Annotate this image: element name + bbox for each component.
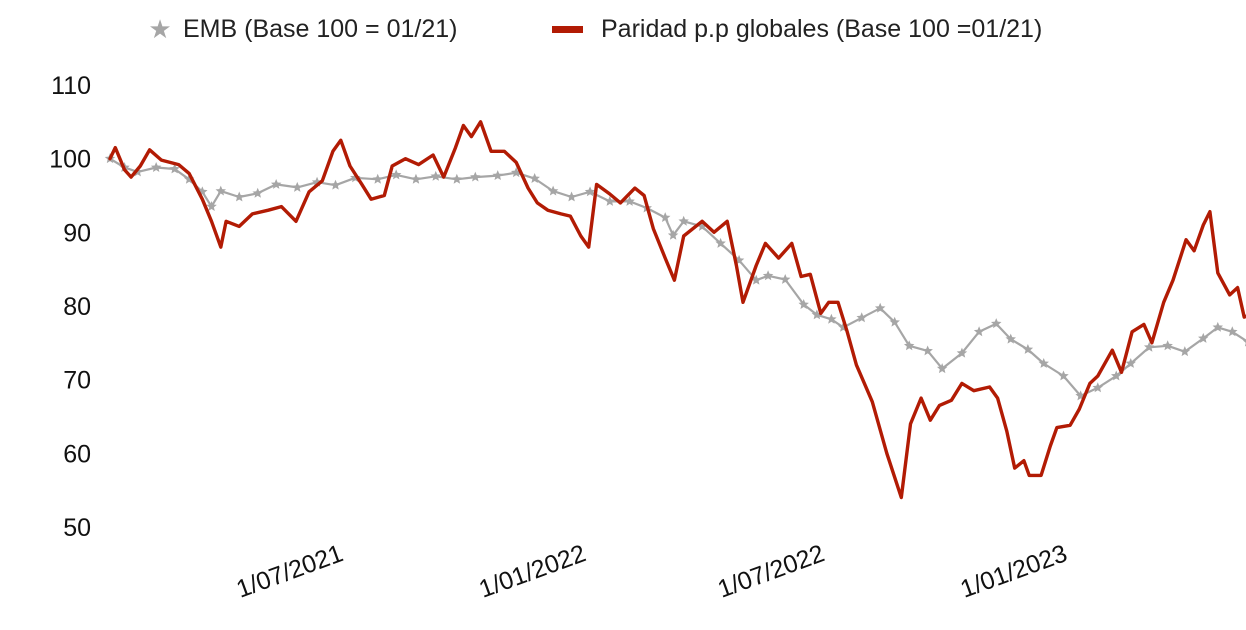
legend-label-emb: EMB (Base 100 = 01/21)	[183, 15, 457, 43]
emb-point-marker	[566, 191, 577, 202]
emb-point-marker	[529, 173, 540, 184]
emb-point-marker	[991, 318, 1002, 329]
emb-point-marker	[1162, 340, 1173, 351]
emb-point-marker	[604, 195, 616, 206]
emb-point-marker	[856, 312, 867, 323]
emb-point-marker	[667, 229, 679, 240]
emb-point-marker	[292, 181, 303, 192]
y-tick-label: 60	[63, 440, 91, 468]
emb-point-marker	[1212, 321, 1224, 332]
emb-point-marker	[826, 313, 837, 324]
emb-point-marker	[252, 187, 263, 198]
y-tick-label: 90	[63, 219, 91, 247]
emb-point-marker	[1005, 333, 1016, 344]
emb-point-marker	[874, 302, 886, 313]
emb-point-marker	[1242, 340, 1246, 347]
emb-point-marker	[206, 201, 217, 211]
emb-point-marker	[1198, 332, 1209, 343]
legend-item-emb: ★ EMB (Base 100 = 01/21)	[148, 14, 457, 44]
x-tick-label: 1/07/2022	[714, 539, 828, 603]
emb-point-marker	[624, 195, 635, 206]
legend-star-icon: ★	[148, 14, 171, 44]
emb-point-marker	[1143, 341, 1155, 352]
emb-point-marker	[330, 179, 341, 190]
emb-line	[108, 157, 1246, 397]
emb-point-marker	[410, 173, 422, 184]
emb-point-marker	[811, 309, 823, 320]
y-tick-label: 70	[63, 367, 91, 395]
emb-point-marker	[956, 347, 968, 358]
y-axis: 110 100 90 80 70 60 50	[49, 72, 91, 542]
plot-area	[104, 120, 1246, 500]
y-tick-label: 100	[49, 146, 91, 174]
series-paridad	[108, 120, 1246, 500]
legend-item-paridad: Paridad p.p globales (Base 100 =01/21)	[552, 15, 1042, 43]
x-axis: 1/07/2021 1/01/2022 1/07/2022 1/01/2023	[233, 539, 1071, 603]
emb-point-marker	[547, 185, 559, 196]
y-tick-label: 50	[63, 514, 91, 542]
emb-point-marker	[451, 173, 463, 184]
emb-point-marker	[750, 274, 762, 285]
emb-point-marker	[1022, 343, 1034, 354]
emb-point-marker	[1111, 370, 1122, 381]
emb-point-marker	[798, 299, 809, 309]
emb-point-marker	[430, 170, 441, 181]
emb-point-marker	[150, 162, 162, 172]
emb-point-marker	[903, 340, 915, 351]
emb-point-marker	[936, 363, 948, 374]
emb-point-marker	[1179, 346, 1191, 357]
emb-point-marker	[659, 212, 671, 223]
emb-point-marker	[889, 316, 900, 327]
paridad-line	[108, 120, 1246, 500]
emb-point-marker	[762, 270, 774, 281]
emb-point-marker	[1092, 382, 1104, 393]
x-tick-label: 1/01/2023	[957, 539, 1071, 603]
emb-point-marker	[372, 173, 383, 184]
emb-point-marker	[169, 163, 180, 174]
y-tick-label: 80	[63, 293, 91, 321]
legend: ★ EMB (Base 100 = 01/21) Paridad p.p glo…	[148, 14, 1042, 44]
emb-point-marker	[270, 178, 282, 189]
emb-point-marker	[470, 171, 481, 182]
series-emb	[104, 153, 1246, 401]
emb-point-marker	[1058, 370, 1069, 381]
emb-point-marker	[584, 186, 596, 197]
emb-point-marker	[1227, 326, 1238, 337]
emb-point-marker	[1038, 357, 1049, 368]
emb-point-marker	[1125, 357, 1136, 368]
x-tick-label: 1/01/2022	[475, 539, 589, 603]
emb-point-marker	[779, 273, 791, 284]
emb-point-marker	[234, 191, 245, 202]
emb-point-marker	[922, 345, 933, 356]
x-tick-label: 1/07/2021	[233, 539, 347, 603]
y-tick-label: 110	[51, 72, 91, 100]
emb-point-marker	[715, 237, 726, 248]
emb-point-marker	[215, 185, 227, 196]
emb-point-marker	[696, 220, 708, 231]
emb-point-marker	[390, 169, 402, 180]
emb-point-marker	[678, 215, 689, 226]
legend-line-swatch	[552, 26, 583, 33]
emb-point-marker	[510, 167, 522, 178]
legend-label-paridad: Paridad p.p globales (Base 100 =01/21)	[601, 15, 1042, 43]
emb-point-marker	[492, 170, 503, 181]
emb-point-marker	[973, 326, 985, 337]
